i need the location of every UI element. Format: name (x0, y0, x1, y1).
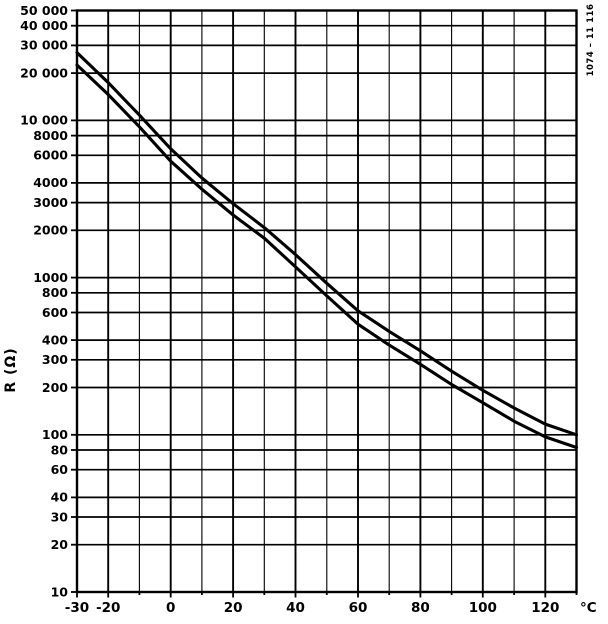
x-tick-label: -30 (65, 600, 89, 616)
x-tick-label: 60 (349, 600, 368, 616)
upper-tolerance-curve (75, 51, 579, 437)
y-tick-label: 8000 (33, 128, 68, 143)
y-tick-label: 80 (51, 442, 69, 457)
y-tick-label: 400 (42, 332, 68, 347)
y-tick-label: 100 (42, 427, 68, 442)
y-tick-label: 1000 (33, 270, 68, 285)
axis-ticks (71, 9, 578, 598)
y-tick-label: 10 (51, 584, 69, 599)
y-tick-label: 2000 (33, 223, 68, 238)
x-tick-label: 20 (224, 600, 243, 616)
x-tick-label: -20 (96, 600, 120, 616)
y-tick-label: 40 (51, 490, 69, 505)
y-tick-label: 600 (42, 305, 68, 320)
y-tick-label: 800 (42, 285, 68, 300)
y-tick-label: 10 000 (20, 113, 68, 128)
lower-tolerance-curve (75, 63, 579, 450)
y-tick-label: 30 (51, 509, 69, 524)
y-tick-label: 300 (42, 352, 68, 367)
x-tick-label: 0 (166, 600, 175, 616)
y-tick-label: 20 000 (20, 65, 68, 80)
plot-border (75, 9, 578, 594)
y-tick-label: 30 000 (20, 38, 68, 53)
y-tick-label: 3000 (33, 195, 68, 210)
x-tick-label: 40 (286, 600, 305, 616)
gridlines (77, 10, 577, 592)
x-tick-label: 80 (411, 600, 430, 616)
tolerance-band-curves (75, 51, 579, 450)
x-tick-label: 120 (531, 600, 559, 616)
x-axis-unit-label: °C (580, 600, 597, 616)
y-tick-label: 50 000 (20, 3, 68, 18)
y-tick-label: 200 (42, 380, 68, 395)
x-tick-label: 100 (469, 600, 497, 616)
x-tick-labels: -30 -20 0 20 40 60 80 100 120 °C (65, 600, 597, 616)
y-tick-label: 4000 (33, 175, 68, 190)
y-tick-label: 20 (51, 537, 69, 552)
y-tick-label: 40 000 (20, 18, 68, 33)
y-tick-label: 60 (51, 462, 69, 477)
y-tick-label: 6000 (33, 148, 68, 163)
